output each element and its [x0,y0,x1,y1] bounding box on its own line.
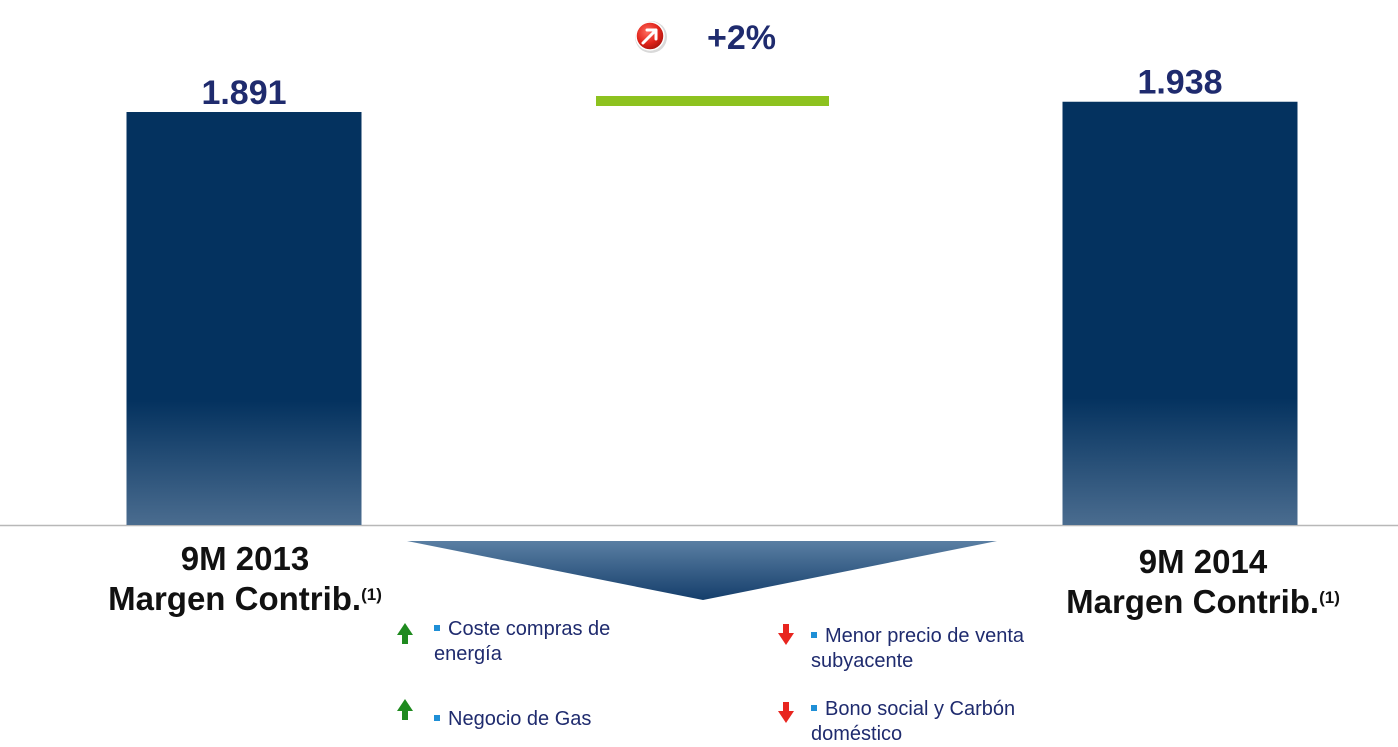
category-text: Margen Contrib. [1066,583,1320,620]
category-line2: Margen Contrib.(1) [60,579,430,619]
bar-9m-2013 [126,112,362,525]
category-line1: 9M 2014 [1138,543,1268,580]
driver-line1: Coste compras de [434,617,610,642]
bullet-icon [811,705,817,711]
driver-text: Bono social y Carbón [825,698,1016,720]
green-up-arrow-icon [397,699,413,720]
category-label-left: 9M 2013 Margen Contrib.(1) [60,539,430,619]
change-percent: +2% [707,19,776,57]
driver-line1: Negocio de Gas [434,707,591,732]
drivers-pointer [407,541,997,600]
category-line2: Margen Contrib.(1) [1018,582,1388,622]
driver-negative-1: Menor precio de venta subyacente [811,624,1024,674]
category-line1: 9M 2013 [180,540,310,577]
red-down-arrow-icon [778,624,794,645]
driver-text: Coste compras de [448,618,611,640]
driver-line1: Menor precio de venta [811,624,1024,649]
bullet-icon [434,625,440,631]
driver-positive-1: Coste compras de energía [434,617,610,667]
red-circle-up-right-arrow-icon [635,21,667,53]
driver-negative-2: Bono social y Carbón doméstico [811,697,1015,747]
driver-positive-2: Negocio de Gas [434,707,591,732]
bullet-icon [434,715,440,721]
driver-line2: energía [434,643,502,665]
category-label-right: 9M 2014 Margen Contrib.(1) [1018,542,1388,622]
bullet-icon [811,632,817,638]
green-up-arrow-icon [397,623,413,644]
driver-line2: doméstico [811,723,903,745]
driver-text: Negocio de Gas [448,708,592,730]
footnote-ref: (1) [361,585,382,604]
change-indicator: +2% [596,19,829,106]
bar-value-label: 1.938 [1137,64,1222,102]
footnote-ref: (1) [1319,588,1340,607]
driver-line1: Bono social y Carbón [811,697,1015,722]
red-down-arrow-icon [778,702,794,723]
bar-value-label: 1.891 [201,74,286,112]
category-text: Margen Contrib. [108,580,362,617]
bar-9m-2014 [1062,101,1298,526]
change-underline [596,96,829,106]
driver-line2: subyacente [811,650,914,672]
driver-text: Menor precio de venta [825,625,1025,647]
